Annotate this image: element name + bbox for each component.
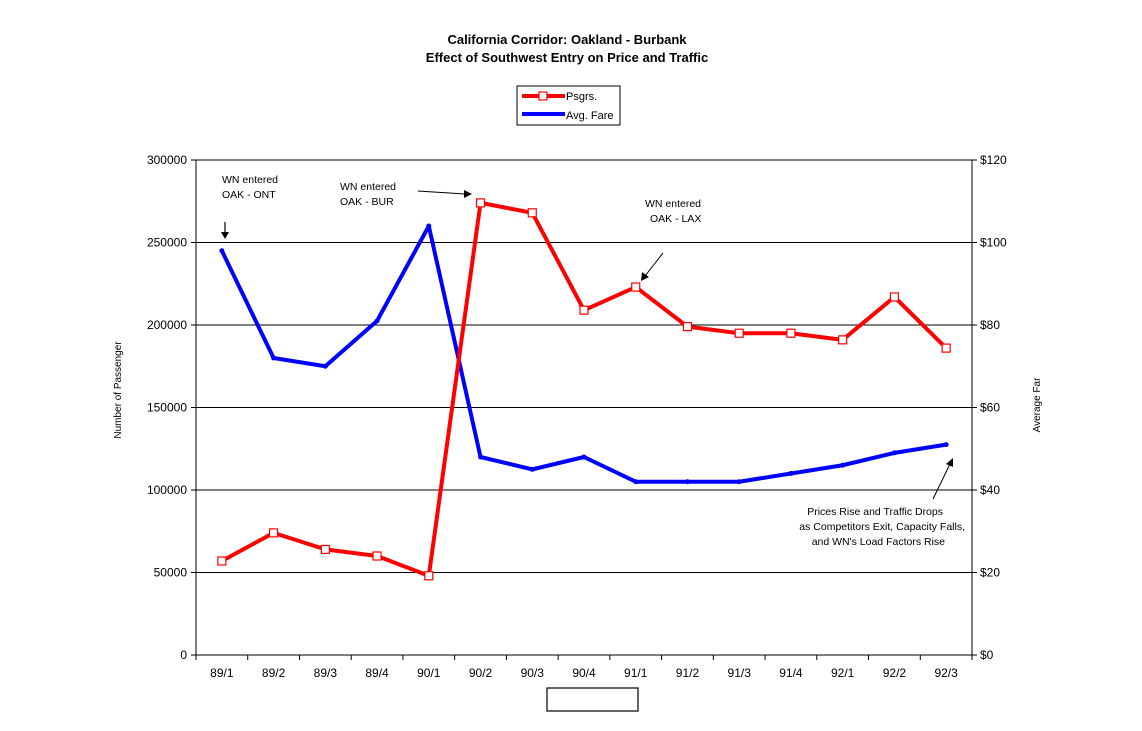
data-point-psgrs (424, 571, 434, 581)
y-tick-label: 250000 (147, 236, 187, 250)
series-line-psgrs (220, 200, 948, 578)
annotation-prices-rise-line3: and WN's Load Factors Rise (812, 536, 945, 548)
y-axis-title: Number of Passenger (113, 341, 124, 439)
data-point-avg-fare (788, 471, 794, 476)
data-point-avg-fare (322, 363, 328, 369)
data-point-avg-fare (219, 248, 225, 254)
annotation-prices-rise-line2: as Competitors Exit, Capacity Falls, (799, 521, 965, 533)
y2-tick-label: $120 (980, 153, 1007, 167)
series-avg-fare (219, 223, 949, 485)
x-tick-label: 91/3 (728, 666, 752, 680)
annotation-oak-lax-line1: WN entered (645, 198, 701, 210)
data-point-psgrs (838, 335, 848, 345)
annotation-oak-bur-line2: OAK - BUR (340, 196, 394, 208)
y-tick-label: 200000 (147, 318, 187, 332)
annotation-oak-lax-arrowhead (641, 272, 649, 281)
data-point-psgrs (889, 292, 900, 302)
data-point-psgrs (941, 343, 951, 353)
annotation-oak-bur-arrow (417, 190, 466, 195)
data-point-avg-fare (426, 223, 432, 229)
series-psgrs (217, 198, 951, 581)
annotation-prices-rise-arrowhead (946, 458, 953, 467)
data-point-psgrs (269, 528, 279, 538)
y2-axis-ticks: $0 $20 $40 $60 $80 $100 $120 (972, 153, 1007, 662)
data-point-avg-fare (840, 462, 846, 468)
series-line-avg-fare (220, 224, 947, 484)
y-tick-label: 50000 (154, 566, 188, 580)
annotation-oak-ont-line2: OAK - ONT (222, 189, 276, 201)
data-point-psgrs (631, 282, 641, 292)
y2-tick-label: $40 (980, 483, 1000, 497)
data-point-psgrs (786, 328, 796, 338)
annotation-oak-ont-arrowhead (221, 232, 229, 239)
chart-title: California Corridor: Oakland - Burbank (447, 32, 687, 47)
y2-tick-label: $0 (980, 648, 994, 662)
y-axis-ticks: 0 50000 100000 150000 200000 250000 300000 (147, 153, 196, 662)
gridlines (196, 159, 972, 573)
data-point-psgrs (372, 551, 382, 561)
x-tick-label: 89/4 (365, 666, 389, 680)
data-point-avg-fare (478, 454, 484, 460)
data-point-psgrs (579, 305, 589, 315)
y2-tick-label: $20 (980, 566, 1000, 580)
chart-subtitle: Effect of Southwest Entry on Price and T… (426, 50, 708, 65)
data-point-avg-fare (943, 442, 949, 448)
x-tick-label: 90/3 (521, 666, 545, 680)
legend-marker-psgrs (538, 91, 548, 101)
y2-tick-label: $60 (980, 401, 1000, 415)
data-point-psgrs (475, 198, 486, 208)
x-tick-label: 89/3 (314, 666, 338, 680)
data-point-avg-fare (529, 466, 535, 472)
data-point-psgrs (527, 208, 537, 218)
x-tick-label: 91/1 (624, 666, 648, 680)
data-point-avg-fare (736, 479, 742, 485)
legend-label-psgrs: Psgrs. (566, 91, 597, 103)
data-point-avg-fare (891, 450, 897, 456)
x-tick-label: 92/1 (831, 666, 855, 680)
data-point-psgrs (734, 328, 744, 338)
annotation-oak-ont-line1: WN entered (222, 174, 278, 186)
x-tick-label: 92/2 (883, 666, 907, 680)
data-point-psgrs (217, 556, 227, 566)
legend: Psgrs. Avg. Fare (516, 85, 621, 126)
x-tick-label: 90/4 (572, 666, 596, 680)
x-tick-label: 91/4 (779, 666, 803, 680)
y-tick-label: 300000 (147, 153, 187, 167)
annotation-prices-rise-arrow (932, 463, 951, 500)
x-tick-label: 92/3 (934, 666, 958, 680)
legend-box (516, 85, 621, 126)
legend-label-fare: Avg. Fare (566, 110, 614, 122)
x-tick-label: 90/1 (417, 666, 441, 680)
data-point-psgrs (320, 544, 330, 555)
annotation-oak-bur-line1: WN entered (340, 181, 396, 193)
x-tick-label: 89/2 (262, 666, 286, 680)
annotation-oak-lax-arrow (644, 252, 664, 277)
annotation-oak-bur: WN entered OAK - BUR (340, 181, 472, 208)
empty-label-box (546, 687, 639, 712)
y-tick-label: 100000 (147, 483, 187, 497)
x-tick-label: 90/2 (469, 666, 493, 680)
y-tick-label: 0 (180, 648, 187, 662)
data-point-avg-fare (633, 479, 639, 485)
y2-tick-label: $100 (980, 236, 1007, 250)
y2-tick-label: $80 (980, 318, 1000, 332)
annotation-oak-ont: WN entered OAK - ONT (221, 174, 278, 239)
x-tick-label: 91/2 (676, 666, 700, 680)
y-tick-label: 150000 (147, 401, 187, 415)
annotation-oak-lax: WN entered OAK - LAX (641, 198, 701, 281)
data-point-psgrs (682, 322, 693, 332)
x-axis-ticks: 89/1 89/2 89/3 89/4 90/1 90/2 90/3 90/4 91/1 91/2… (195, 655, 973, 680)
data-point-avg-fare (271, 355, 277, 361)
annotation-oak-lax-line2: OAK - LAX (650, 213, 701, 225)
data-point-avg-fare (581, 454, 587, 460)
y2-axis-title: Average Far (1032, 377, 1043, 433)
x-tick-label: 89/1 (210, 666, 234, 680)
data-point-avg-fare (684, 479, 690, 485)
annotation-prices-rise-line1: Prices Rise and Traffic Drops (807, 506, 943, 518)
data-point-avg-fare (374, 318, 380, 324)
annotation-prices-rise: Prices Rise and Traffic Drops as Competi… (799, 458, 965, 548)
annotation-oak-bur-arrowhead (464, 190, 472, 198)
